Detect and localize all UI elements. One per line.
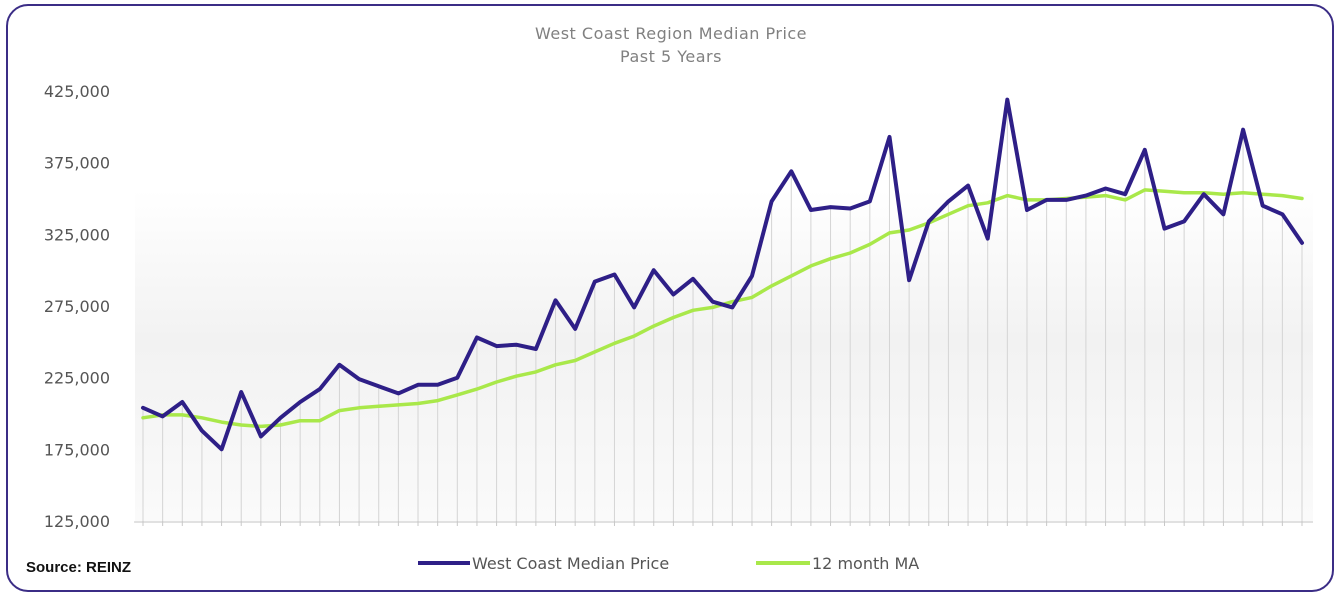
series-layer — [141, 97, 1304, 452]
y-tick-label: 125,000 — [44, 512, 110, 531]
chart-title: West Coast Region Median Price — [535, 24, 807, 43]
y-tick-label: 225,000 — [44, 369, 110, 388]
x-axis — [134, 521, 1313, 526]
y-tick-label: 425,000 — [44, 82, 110, 101]
y-tick-label: 275,000 — [44, 297, 110, 316]
series-line-median-price — [141, 97, 1304, 452]
y-tick-label: 325,000 — [44, 225, 110, 244]
source-label: Source: REINZ — [26, 559, 131, 576]
chart-subtitle: Past 5 Years — [620, 47, 722, 66]
legend-label-median-price: West Coast Median Price — [472, 554, 669, 573]
legend-label-12-month-ma: 12 month MA — [812, 554, 919, 573]
y-tick-label: 375,000 — [44, 154, 110, 173]
plot-background — [135, 190, 1313, 523]
legend: West Coast Median Price 12 month MA — [418, 554, 919, 573]
y-tick-label: 175,000 — [44, 440, 110, 459]
y-axis: 125,000 175,000 225,000 275,000 325,000 375,0… — [44, 82, 110, 531]
